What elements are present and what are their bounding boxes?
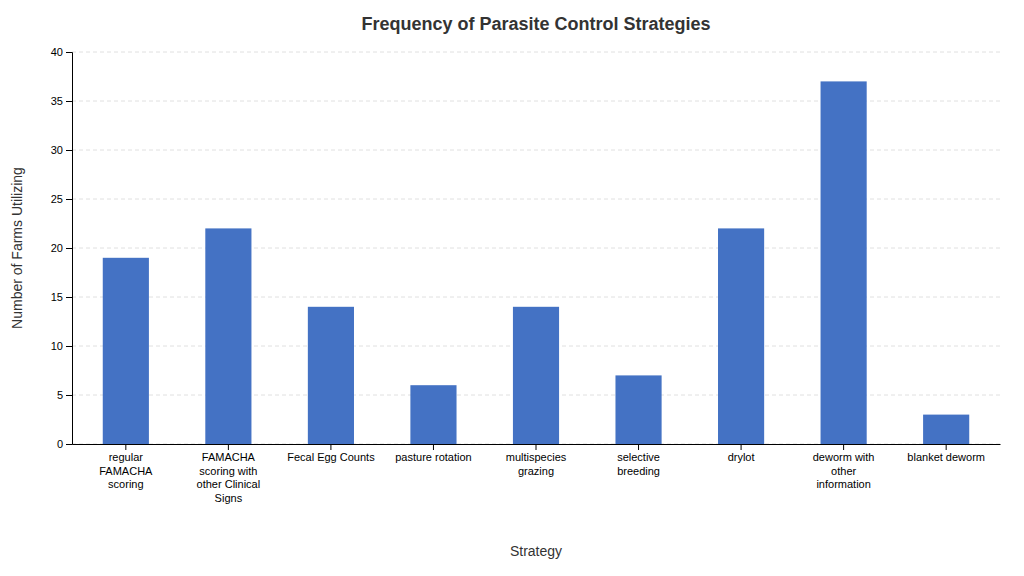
x-tick: FAMACHA scoring withother Clinical Signs [197,444,261,504]
y-axis-line [66,53,73,445]
y-tick-mark [66,444,72,445]
x-tick-mark [536,444,537,450]
y-tick-label: 35 [51,95,63,107]
grid-line [72,52,1000,53]
y-axis-title: Number of Farms Utilizing [9,167,25,329]
y-tick: 0 [57,438,72,450]
x-tick-label-line: information [816,478,870,490]
y-axis: 0 5 10 15 20 25 30 35 40 [51,46,73,450]
x-tick: regular FAMACHAscoring [99,444,153,490]
bar [103,258,149,444]
y-tick-mark [66,248,72,249]
x-tick-label-line: blanket deworm [907,451,985,463]
x-tick-label: pasture rotation [395,451,471,463]
x-tick-label: FAMACHA scoring withother Clinical Signs [197,451,261,504]
x-tick-mark [125,444,126,450]
x-tick: multispecies grazing [506,444,567,477]
x-tick-label-line: breeding [617,465,660,477]
y-tick: 15 [51,291,72,303]
bar [308,307,354,444]
bar [513,307,559,444]
x-axis-title: Strategy [510,543,562,559]
y-tick-label: 40 [51,46,63,58]
chart-title: Frequency of Parasite Control Strategies [361,14,710,34]
bars [103,81,969,444]
x-tick-label: multispecies grazing [506,451,567,477]
bar [821,81,867,444]
y-tick: 10 [51,340,72,352]
x-tick-label-line: scoring [108,478,143,490]
y-tick-label: 10 [51,340,63,352]
x-tick-label-line: multispecies [506,451,567,463]
x-tick-mark [433,444,434,450]
x-tick-label-line: FAMACHA [99,465,153,477]
x-tick-mark [228,444,229,450]
x-tick: deworm with otherinformation [813,444,875,490]
x-tick: pasture rotation [395,444,471,463]
y-tick-mark [66,297,72,298]
x-tick: blanket deworm [907,444,985,463]
y-tick-mark [66,395,72,396]
bar [615,375,661,444]
x-tick-label-line: other [831,465,856,477]
y-tick: 5 [57,389,72,401]
y-tick-mark [66,199,72,200]
x-axis: regularFAMACHAscoringFAMACHAscoring with… [73,444,1001,504]
y-tick-label: 5 [57,389,63,401]
y-tick-label: 30 [51,144,63,156]
x-tick-label-line: Signs [215,492,243,504]
x-tick-mark [741,444,742,450]
y-tick: 20 [51,242,72,254]
x-tick-label-line: other Clinical [197,478,261,490]
bar [205,228,251,444]
y-tick-label: 0 [57,438,63,450]
x-tick: drylot [728,444,755,463]
x-tick-mark [330,444,331,450]
x-tick-label-line: pasture rotation [395,451,471,463]
y-tick-mark [66,346,72,347]
y-tick: 30 [51,144,72,156]
y-tick: 40 [51,46,72,58]
x-tick-label: Fecal Egg Counts [287,451,375,463]
x-tick-label-line: selective [617,451,660,463]
plot-area: 0510152025303540regularFAMACHAscoringFAM… [51,46,1001,504]
y-tick-mark [66,52,72,53]
y-tick: 35 [51,95,72,107]
x-tick-label: drylot [728,451,755,463]
x-tick-label-line: regular [109,451,144,463]
x-tick-mark [638,444,639,450]
x-tick-label: blanket deworm [907,451,985,463]
y-tick-label: 20 [51,242,63,254]
y-tick-mark [66,150,72,151]
x-tick: selective breeding [617,444,660,477]
y-tick-label: 25 [51,193,63,205]
x-tick-label-line: FAMACHA [202,451,256,463]
x-tick-label-line: deworm with [813,451,875,463]
x-tick-label-line: Fecal Egg Counts [287,451,375,463]
x-tick-label-line: grazing [518,465,554,477]
x-tick-label: selective breeding [617,451,660,477]
x-tick-mark [946,444,947,450]
bar [923,415,969,444]
bar [718,228,764,444]
grid [72,52,1000,444]
x-tick-label-line: scoring with [199,465,257,477]
x-tick-label: regular FAMACHAscoring [99,451,153,491]
y-tick: 25 [51,193,72,205]
x-tick-label-line: drylot [728,451,755,463]
bar [410,385,456,444]
y-tick-label: 15 [51,291,63,303]
x-tick: Fecal Egg Counts [287,444,375,463]
y-tick-mark [66,101,72,102]
x-tick-label: deworm with otherinformation [813,451,875,491]
chart-svg: 0510152025303540regularFAMACHAscoringFAM… [0,0,1024,576]
x-tick-mark [843,444,844,450]
